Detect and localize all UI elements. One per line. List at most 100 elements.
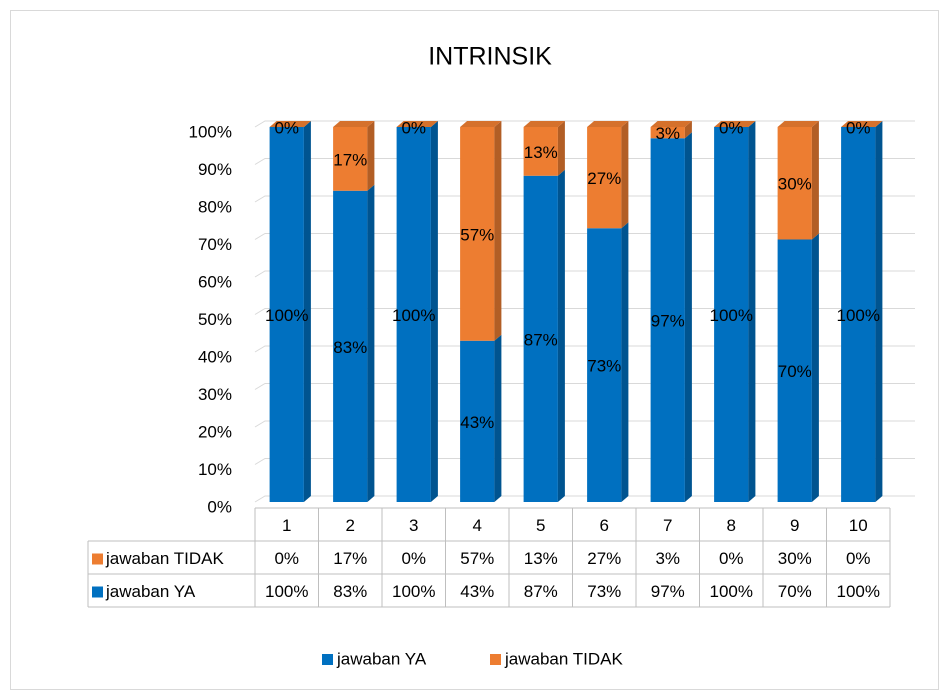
bar-side (367, 121, 375, 191)
bar-front (587, 228, 622, 502)
table-cell: 0% (274, 549, 299, 568)
bar-segment (396, 121, 438, 127)
grid-line (254, 158, 915, 165)
data-label: 0% (846, 118, 871, 137)
y-tick-label: 20% (198, 422, 232, 441)
bar-side (430, 121, 438, 502)
bar-side (557, 121, 565, 176)
table-cell: 100% (265, 582, 308, 601)
table-cell: 3% (655, 549, 680, 568)
table-cell: 70% (778, 582, 812, 601)
bar-side (684, 121, 692, 139)
data-label: 27% (587, 169, 621, 188)
table-cell: 100% (392, 582, 435, 601)
bar-front (523, 127, 558, 176)
bar-front (269, 127, 304, 502)
bar-top (523, 121, 565, 127)
bar-top (650, 121, 692, 127)
data-label: 3% (655, 124, 680, 143)
table-cell: 27% (587, 549, 621, 568)
bar-segment (523, 121, 565, 176)
table-category: 10 (849, 516, 868, 535)
bar-top (333, 121, 375, 127)
bar-segment (269, 121, 311, 127)
y-tick-label: 100% (189, 122, 232, 141)
bar-segment (460, 121, 502, 341)
bar-front (333, 127, 368, 191)
data-label: 97% (651, 312, 685, 331)
data-label: 70% (778, 362, 812, 381)
bar-front (777, 239, 812, 502)
bar-top (269, 121, 311, 127)
bar-front (333, 190, 368, 502)
y-tick-label: 80% (198, 197, 232, 216)
bar-segment (587, 121, 629, 229)
bar-segment (714, 121, 756, 127)
table-cell: 100% (837, 582, 880, 601)
table-cell: 97% (651, 582, 685, 601)
table-cell: 17% (333, 549, 367, 568)
grid-line (254, 345, 915, 353)
table-cell: 57% (460, 549, 494, 568)
y-tick-label: 40% (198, 347, 232, 366)
bar-side (557, 169, 565, 502)
bar-side (303, 121, 311, 502)
table-category: 7 (663, 516, 672, 535)
table-cell: 0% (846, 549, 871, 568)
bar-segment (777, 233, 819, 502)
bar-side (494, 121, 502, 341)
bar-segment (460, 334, 502, 502)
bar-segment (777, 121, 819, 240)
data-label: 83% (333, 338, 367, 357)
bar-front (841, 127, 876, 502)
grid-line (254, 383, 915, 390)
bar-front (777, 127, 812, 240)
chart-title: INTRINSIK (428, 43, 552, 71)
table-category: 2 (346, 516, 355, 535)
data-label: 100% (710, 306, 753, 325)
grid-line (254, 420, 915, 428)
bar-segment (841, 121, 883, 127)
table-cell: 0% (401, 549, 426, 568)
table-cell: 87% (524, 582, 558, 601)
bar-side (875, 121, 883, 502)
table-cell: 30% (778, 549, 812, 568)
table-cell: 100% (710, 582, 753, 601)
bar-side (494, 334, 502, 502)
bar-side (621, 222, 629, 502)
bar-segment (269, 121, 311, 502)
legend-key (490, 654, 501, 665)
bar-segment (396, 121, 438, 502)
y-tick-label: 90% (198, 160, 232, 179)
table-cell: 83% (333, 582, 367, 601)
table-category: 9 (790, 516, 799, 535)
table-cell: 13% (524, 549, 558, 568)
table-series-name: jawaban YA (105, 582, 196, 601)
data-label: 100% (837, 306, 880, 325)
table-category: 1 (282, 516, 291, 535)
bar-side (811, 233, 819, 502)
legend-label: jawaban YA (336, 649, 427, 668)
bar-front (587, 127, 622, 229)
bar-segment (333, 121, 375, 191)
bar-side (811, 121, 819, 240)
grid-line (254, 308, 915, 315)
y-tick-label: 50% (198, 310, 232, 329)
bar-top (587, 121, 629, 127)
table-category: 6 (600, 516, 609, 535)
grid-line (254, 120, 915, 128)
y-tick-label: 70% (198, 235, 232, 254)
table-category: 5 (536, 516, 545, 535)
grid-line (254, 495, 915, 503)
bar-segment (650, 132, 692, 502)
data-label: 0% (719, 118, 744, 137)
data-label: 100% (265, 306, 308, 325)
bar-front (396, 127, 431, 502)
data-label: 100% (392, 306, 435, 325)
bar-segment (650, 121, 692, 139)
grid-line (254, 233, 915, 240)
data-label: 0% (274, 118, 299, 137)
bar-segment (523, 169, 565, 502)
data-label: 43% (460, 413, 494, 432)
